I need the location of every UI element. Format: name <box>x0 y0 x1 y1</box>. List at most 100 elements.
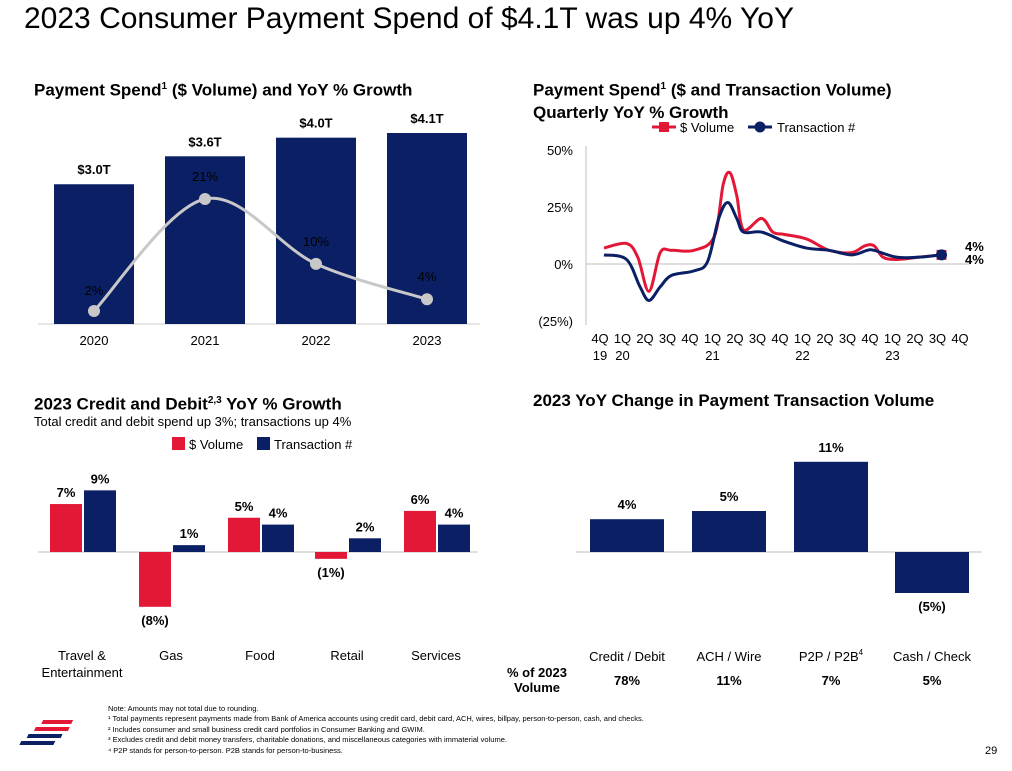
chart4-share-label: Volume <box>514 680 560 695</box>
chart4-share-label: % of 2023 <box>507 665 567 680</box>
chart3-legend-label: Transaction # <box>274 437 353 452</box>
chart1-value-label: $3.0T <box>77 162 110 177</box>
chart1-bar <box>165 156 245 324</box>
chart3-value-label: 4% <box>269 506 288 521</box>
chart1-category-label: 2022 <box>302 333 331 348</box>
chart3-title: 2023 Credit and Debit2,3 YoY % Growth <box>34 394 342 414</box>
chart3-legend-swatch <box>257 437 270 450</box>
chart3-value-label: (8%) <box>141 613 168 628</box>
chart2-series-end-marker <box>936 249 947 261</box>
chart3-value-label: 7% <box>57 485 76 500</box>
chart2-legend-label: Transaction # <box>777 120 856 135</box>
chart3-bar <box>228 517 260 552</box>
chart1-growth-label: 10% <box>303 234 329 249</box>
chart4-share-value: 5% <box>923 673 942 688</box>
chart1-title: Payment Spend1 ($ Volume) and YoY % Grow… <box>34 80 413 100</box>
footnotes: Note: Amounts may not total due to round… <box>108 704 644 756</box>
chart2-xtick-label: 3Q <box>929 331 946 346</box>
chart3-value-label: 9% <box>91 471 110 486</box>
chart3-bar <box>84 490 116 552</box>
chart2-xtick-label: 2Q <box>726 331 743 346</box>
chart1-growth-point <box>199 193 211 205</box>
chart2-series-line <box>603 200 942 302</box>
chart3-bar <box>173 545 205 552</box>
chart4-value-label: 11% <box>818 440 844 455</box>
chart4-bar <box>895 552 969 593</box>
chart2-ytick-label: 25% <box>547 200 573 215</box>
chart4-category-label: ACH / Wire <box>697 649 762 664</box>
chart2-series-line <box>603 170 942 293</box>
chart3-bar <box>262 524 294 552</box>
chart2-legend-marker <box>659 122 669 132</box>
chart2-xtick-label: 4Q <box>951 331 968 346</box>
chart2-xtick-label: 3Q <box>839 331 856 346</box>
chart3-category-label: Travel & <box>58 648 106 663</box>
chart1-category-label: 2021 <box>191 333 220 348</box>
footnote-3: ³ Excludes credit and debit money transf… <box>108 735 507 745</box>
chart4-share-value: 78% <box>614 673 640 688</box>
chart1-growth-point <box>88 305 100 317</box>
chart1-growth-line <box>92 196 428 313</box>
chart2-xtick-year-label: 23 <box>885 348 899 363</box>
chart3-legend-label: $ Volume <box>189 437 243 452</box>
chart4-category-label: Cash / Check <box>893 649 972 664</box>
chart2-xtick-label: 4Q <box>681 331 698 346</box>
page-number: 29 <box>985 745 998 757</box>
chart2-xtick-year-label: 19 <box>593 348 607 363</box>
chart3-bar <box>315 552 347 559</box>
chart2-xtick-label: 1Q <box>884 331 901 346</box>
chart4-category-label: P2P / P2B4 <box>799 648 864 664</box>
chart1-category-label: 2023 <box>413 333 442 348</box>
chart3-value-label: 2% <box>356 519 375 534</box>
chart1-growth-label: 4% <box>418 269 437 284</box>
chart2-ytick-label: (25%) <box>538 314 573 329</box>
footnote-1: ¹ Total payments represent payments made… <box>108 714 644 724</box>
chart2-end-label: 4% <box>965 252 984 267</box>
chart2-xtick-label: 3Q <box>659 331 676 346</box>
chart3-bar <box>349 538 381 552</box>
chart3-bar <box>50 504 82 552</box>
chart4-value-label: 4% <box>618 497 637 512</box>
chart2-xtick-label: 3Q <box>749 331 766 346</box>
chart2-xtick-label: 4Q <box>861 331 878 346</box>
chart2-xtick-label: 1Q <box>614 331 631 346</box>
chart4-value-label: (5%) <box>918 599 945 614</box>
chart3-category-label: Gas <box>159 648 183 663</box>
chart1-category-label: 2020 <box>80 333 109 348</box>
chart1-growth-point <box>421 293 433 306</box>
chart2-ytick-label: 0% <box>554 257 573 272</box>
chart2-ytick-label: 50% <box>547 143 573 158</box>
chart4-share-value: 7% <box>822 673 841 688</box>
chart1-growth-label: 21% <box>192 169 218 184</box>
chart2-xtick-year-label: 20 <box>615 348 629 363</box>
footnote-4: ⁴ P2P stands for person-to-person. P2B s… <box>108 745 343 755</box>
chart4-value-label: 5% <box>720 489 739 504</box>
chart1-bar <box>276 137 356 324</box>
chart3-value-label: 4% <box>445 506 464 521</box>
chart3-category-label: Food <box>245 648 275 663</box>
chart4-bar <box>590 519 664 552</box>
chart3-category-label: Services <box>411 648 461 663</box>
chart3-value-label: 5% <box>235 499 254 514</box>
chart3-value-label: 6% <box>411 492 430 507</box>
chart2-xtick-year-label: 21 <box>705 348 719 363</box>
chart2-legend-label: $ Volume <box>680 120 734 135</box>
chart1-growth-point <box>310 257 322 270</box>
chart1-value-label: $4.0T <box>299 116 332 131</box>
chart2-xtick-year-label: 22 <box>795 348 809 363</box>
chart4-bar <box>794 461 868 552</box>
chart3-category-label: Retail <box>330 648 363 663</box>
chart2-xtick-label: 2Q <box>636 331 653 346</box>
chart4-category-label: Credit / Debit <box>589 649 665 664</box>
chart1-bar <box>54 184 134 324</box>
chart2-xtick-label: 2Q <box>816 331 833 346</box>
chart2-xtick-label: 1Q <box>794 331 811 346</box>
chart3-subtitle: Total credit and debit spend up 3%; tran… <box>34 414 352 429</box>
footnote-2: ² Includes consumer and small business c… <box>108 724 425 734</box>
chart2-end-label: 4% <box>965 239 984 254</box>
chart2-xtick-label: 1Q <box>704 331 721 346</box>
footnote-note: Note: Amounts may not total due to round… <box>108 704 259 713</box>
chart4-share-value: 11% <box>716 673 742 688</box>
chart1-value-label: $3.6T <box>188 134 221 149</box>
